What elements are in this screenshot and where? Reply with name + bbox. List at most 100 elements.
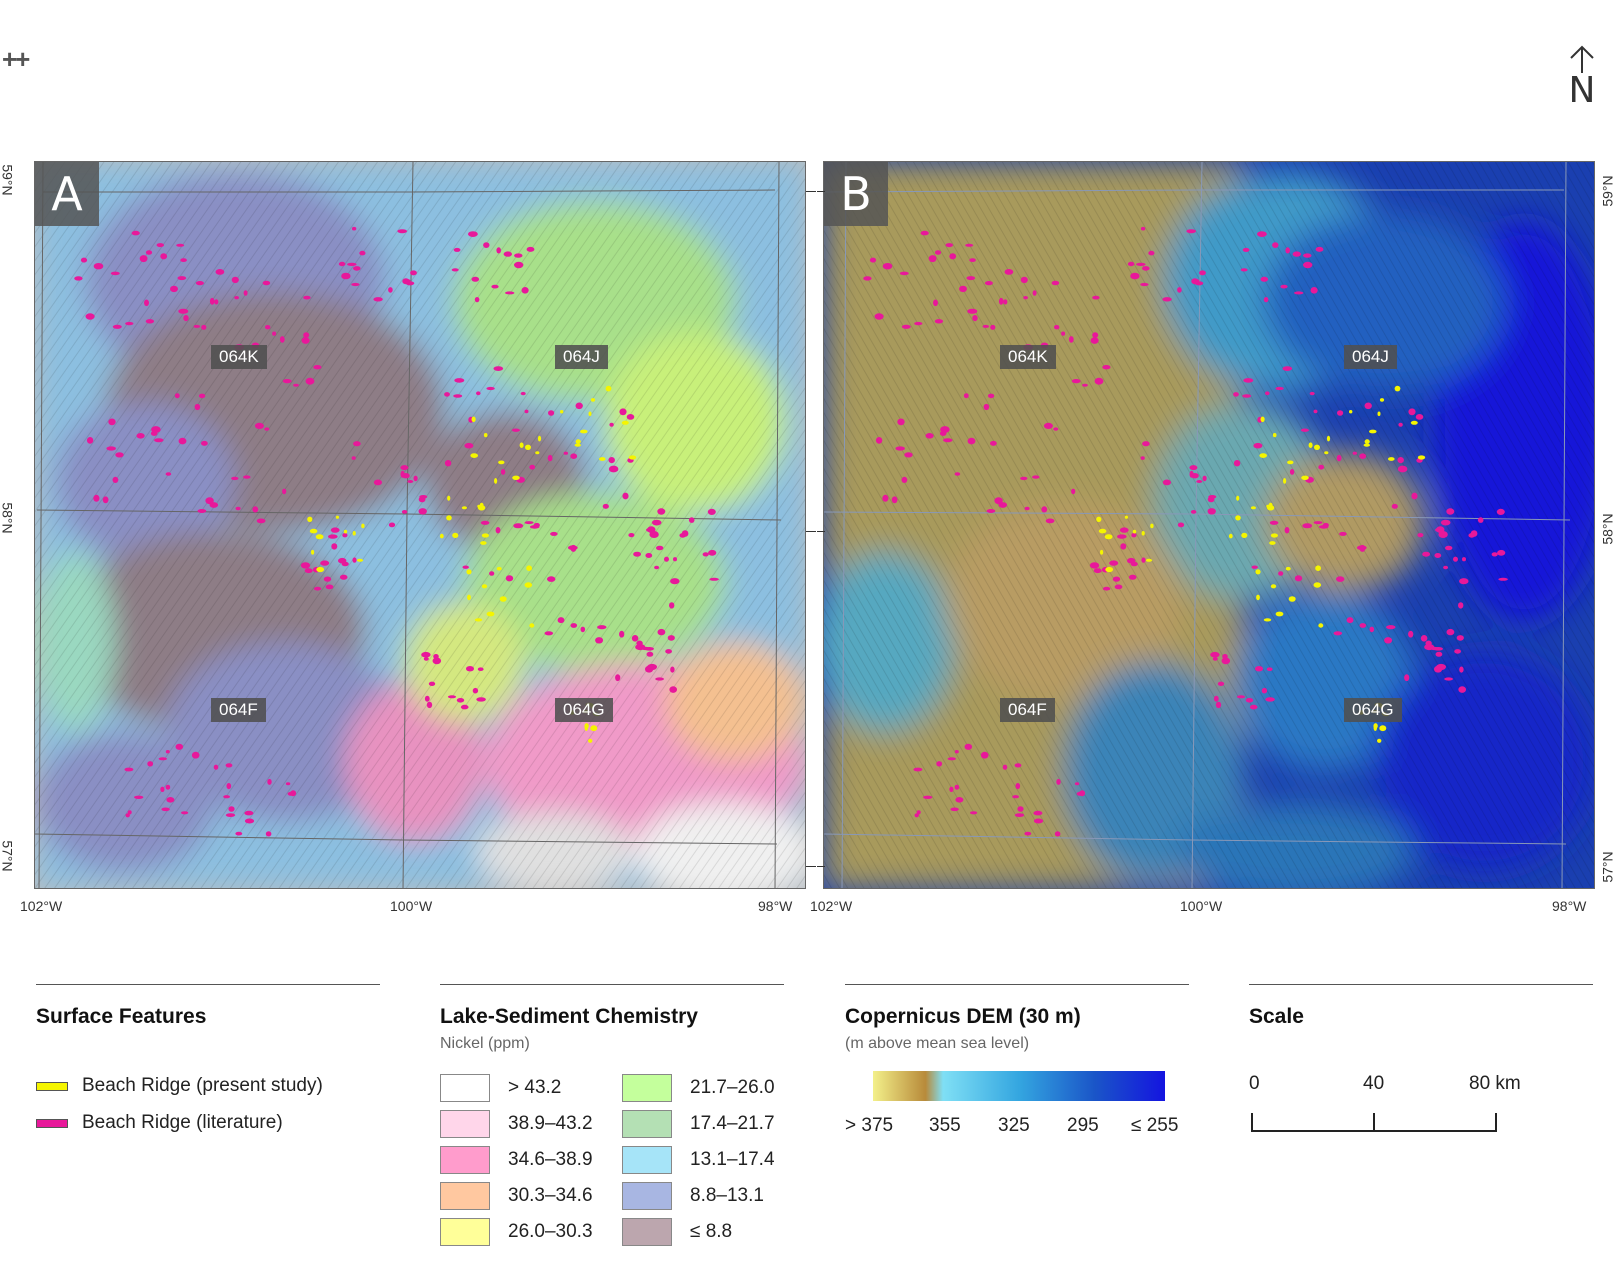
beach-ridge-literature-mark: [1411, 492, 1418, 500]
beach-ridge-literature-mark: [1436, 526, 1445, 533]
beach-ridge-literature-mark: [657, 628, 666, 636]
beach-ridge-literature-mark: [1191, 278, 1199, 285]
beach-ridge-literature-mark: [595, 637, 604, 644]
beach-ridge-literature-mark: [1140, 226, 1146, 231]
beach-ridge-literature-mark: [636, 640, 643, 647]
beach-ridge-literature-mark: [954, 750, 959, 754]
beach-ridge-present-mark: [1124, 515, 1128, 519]
beach-ridge-present-mark: [1275, 611, 1284, 617]
lat-label: 59°N: [0, 164, 16, 196]
beach-ridge-literature-mark: [1142, 441, 1150, 447]
legend-title: Scale: [1249, 1005, 1304, 1028]
beach-ridge-literature-mark: [413, 475, 418, 482]
beach-ridge-literature-mark: [342, 533, 348, 538]
scale-label: 80 km: [1469, 1073, 1521, 1094]
beach-ridge-literature-mark: [1265, 697, 1275, 702]
beach-ridge-present-mark: [1266, 505, 1275, 511]
beach-ridge-present-mark: [486, 611, 495, 617]
beach-ridge-literature-mark: [1458, 602, 1464, 609]
beach-ridge-literature-mark: [1315, 246, 1324, 252]
beach-ridge-literature-mark: [1082, 383, 1088, 387]
beach-ridge-literature-mark: [945, 243, 953, 248]
beach-ridge-present-mark: [580, 429, 588, 434]
beach-ridge-literature-mark: [272, 331, 277, 336]
beach-ridge-literature-mark: [608, 465, 619, 473]
beach-ridge-literature-mark: [1265, 391, 1270, 396]
beach-ridge-literature-mark: [1257, 231, 1267, 237]
beach-ridge-literature-mark: [1453, 556, 1458, 562]
beach-ridge-literature-mark: [243, 475, 251, 479]
beach-ridge-present-mark: [494, 478, 498, 484]
scale-label: 40: [1363, 1073, 1385, 1094]
beach-ridge-literature-mark: [1294, 291, 1304, 295]
beach-ridge-literature-mark: [1045, 518, 1055, 524]
beach-ridge-literature-mark: [451, 268, 459, 272]
legend-swatch: [622, 1182, 672, 1210]
beach-ridge-literature-mark: [1443, 565, 1449, 570]
beach-ridge-literature-mark: [400, 470, 405, 478]
legend-class-item: 8.8–13.1: [622, 1181, 764, 1211]
beach-ridge-literature-mark: [1404, 674, 1410, 682]
beach-ridge-literature-mark: [421, 651, 431, 658]
beach-ridge-literature-mark: [1102, 365, 1111, 370]
beach-ridge-literature-mark: [1014, 813, 1025, 817]
beach-ridge-literature-mark: [1263, 297, 1269, 303]
legend-label: > 43.2: [508, 1077, 562, 1098]
beach-ridge-literature-mark: [1236, 695, 1246, 699]
scale-bar: [1251, 1113, 1497, 1132]
map-panel-b[interactable]: B 064K 064J 064F 064G: [823, 161, 1595, 889]
beach-ridge-literature-mark: [1177, 522, 1185, 528]
beach-ridge-literature-mark: [1003, 299, 1008, 305]
beach-ridge-literature-mark: [347, 262, 357, 266]
beach-ridge-literature-mark: [267, 778, 272, 785]
beach-ridge-literature-mark: [127, 810, 132, 815]
beach-ridge-literature-mark: [608, 457, 615, 464]
beach-ridge-literature-mark: [1251, 565, 1258, 569]
beach-ridge-literature-mark: [656, 545, 664, 551]
sheet-label-064f: 064F: [1000, 698, 1055, 722]
beach-ridge-literature-mark: [669, 602, 675, 609]
legend-label: 30.3–34.6: [508, 1185, 593, 1206]
sheet-label-064g: 064G: [1344, 698, 1402, 722]
map-panel-a[interactable]: A 064K 064J 064F 064G: [34, 161, 806, 889]
beach-ridge-literature-mark: [1420, 635, 1428, 642]
beach-ridge-literature-mark: [290, 790, 297, 797]
beach-ridge-literature-mark: [657, 508, 666, 515]
beach-ridge-literature-mark: [191, 751, 200, 759]
beach-ridge-literature-mark: [1322, 522, 1329, 528]
sheet-label-064j: 064J: [555, 345, 608, 369]
beach-ridge-present-mark: [498, 460, 505, 465]
beach-ridge-literature-mark: [285, 782, 291, 786]
beach-ridge-literature-mark: [496, 247, 502, 254]
beach-ridge-literature-mark: [1243, 378, 1254, 383]
beach-ridge-literature-mark: [166, 797, 175, 803]
lon-label: 98°W: [1552, 898, 1587, 914]
beach-ridge-literature-mark: [1425, 640, 1432, 647]
beach-ridge-literature-mark: [1109, 560, 1119, 566]
beach-ridge-literature-mark: [1014, 763, 1022, 768]
beach-ridge-literature-mark: [707, 508, 716, 515]
beach-ridge-literature-mark: [1436, 663, 1446, 671]
beach-ridge-literature-mark: [1212, 657, 1218, 661]
beach-ridge-literature-mark: [1189, 470, 1194, 478]
legend-swatch: [622, 1110, 672, 1138]
beach-ridge-literature-mark: [669, 686, 677, 693]
legend-class-item: 34.6–38.9: [440, 1145, 593, 1175]
beach-ridge-present-mark: [1283, 478, 1287, 484]
legend-label: 8.8–13.1: [690, 1185, 764, 1206]
beach-ridge-literature-mark: [205, 497, 214, 505]
beach-ridge-present-mark: [1104, 534, 1113, 540]
beach-ridge-present-mark: [525, 444, 531, 450]
beach-ridge-literature-mark: [1004, 269, 1014, 275]
beach-ridge-literature-mark: [983, 403, 990, 411]
beach-ridge-literature-mark: [1444, 677, 1453, 681]
beach-ridge-literature-mark: [1148, 250, 1155, 256]
beach-ridge-literature-mark: [472, 687, 479, 694]
beach-ridge-present-mark: [1100, 549, 1104, 555]
beach-ridge-literature-mark: [1337, 410, 1344, 416]
beach-ridge-present-mark: [537, 435, 542, 442]
beach-ridge-literature-mark: [916, 810, 921, 815]
beach-ridge-literature-mark: [1120, 543, 1127, 550]
beach-ridge-literature-mark: [940, 426, 950, 433]
sheet-label-064k: 064K: [211, 345, 267, 369]
